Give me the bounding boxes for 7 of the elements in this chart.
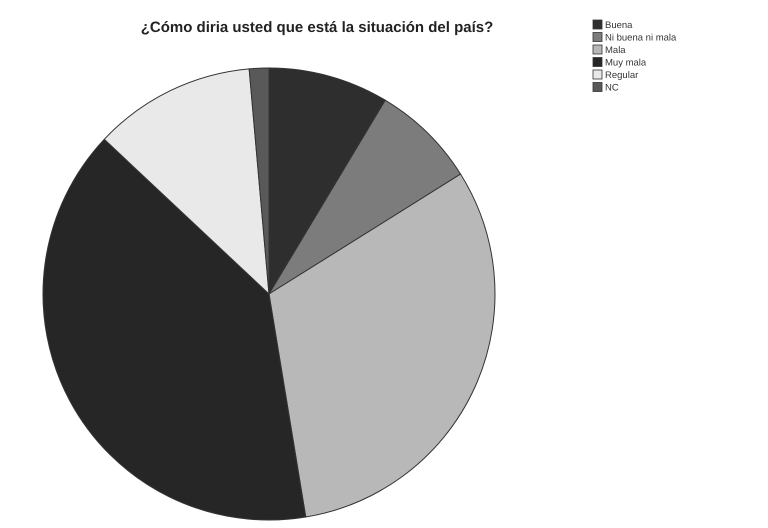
legend-label: Regular [605, 70, 638, 81]
legend-label: Muy mala [605, 58, 647, 68]
legend-label: Ni buena ni mala [605, 32, 678, 44]
legend-label: Mala [605, 45, 626, 56]
legend-label: Buena [605, 20, 634, 31]
chart-title: ¿Cómo diria usted que está la situación del país? [140, 19, 494, 36]
legend-label: NC [605, 82, 619, 94]
